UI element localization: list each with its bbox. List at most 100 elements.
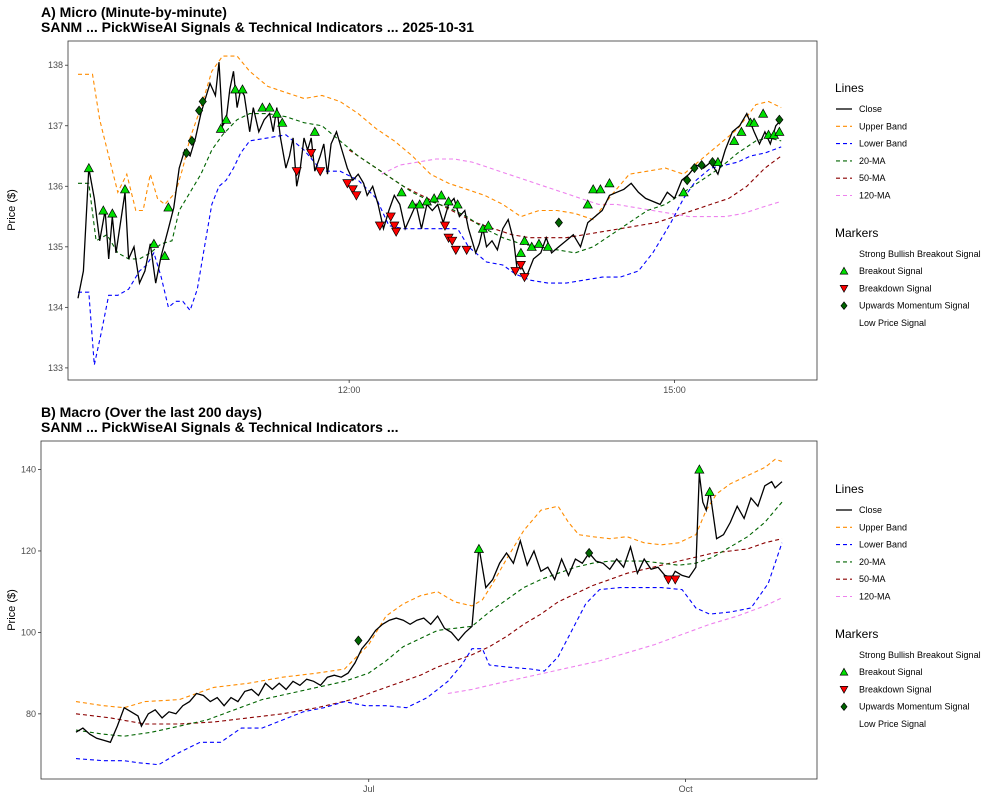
- macro-series-ma50: [75, 538, 783, 725]
- micro-markers: [83, 84, 785, 283]
- micro-breakdown-marker: [342, 179, 353, 189]
- micro-series-close: [77, 62, 782, 299]
- micro-momentum-marker: [195, 105, 204, 116]
- macro-legend-marker-breakout: [839, 667, 849, 676]
- micro-legend: Lines Close Upper Band Lower Band 20-MA 50-MA…: [835, 81, 981, 328]
- micro-breakdown-marker: [315, 167, 326, 177]
- micro-momentum-marker: [697, 160, 706, 171]
- micro-breakout-marker: [533, 238, 545, 248]
- macro-y-tick-label: 120: [21, 546, 36, 556]
- micro-legend-marker-item: Breakout Signal: [859, 266, 923, 276]
- micro-breakout-marker: [429, 193, 440, 203]
- micro-breakout-marker: [526, 241, 537, 251]
- micro-breakout-marker: [277, 117, 288, 127]
- macro-legend: Lines Close Upper Band Lower Band 20-MA 50-MA…: [835, 482, 981, 729]
- micro-y-tick-label: 134: [48, 302, 63, 312]
- macro-legend-item-close: Close: [859, 505, 882, 515]
- micro-legend-markers-title: Markers: [835, 226, 878, 240]
- macro-series-lower: [75, 542, 783, 766]
- macro-markers: [354, 464, 715, 646]
- micro-breakout-marker: [595, 184, 606, 194]
- micro-y-ticks: 133 134 135 136 137 138: [48, 60, 68, 373]
- micro-legend-item-ma50: 50-MA: [859, 173, 886, 183]
- micro-momentum-marker: [187, 135, 196, 146]
- micro-momentum-marker: [708, 157, 717, 168]
- micro-breakout-marker: [230, 84, 241, 94]
- micro-legend-marker-item: Low Price Signal: [859, 318, 926, 328]
- micro-legend-item-ma120: 120-MA: [859, 191, 891, 201]
- macro-legend-markers-title: Markers: [835, 627, 878, 641]
- macro-legend-marker-item: Breakout Signal: [859, 667, 923, 677]
- micro-breakout-marker: [774, 126, 785, 136]
- macro-lines: [75, 458, 783, 766]
- macro-x-ticks: Jul Oct: [363, 779, 693, 794]
- macro-breakout-marker: [473, 543, 485, 553]
- micro-momentum-marker: [198, 96, 207, 107]
- micro-legend-marker-item: Strong Bullish Breakout Signal: [859, 249, 981, 259]
- micro-y-tick-label: 136: [48, 181, 63, 191]
- micro-breakout-marker: [407, 199, 418, 209]
- micro-breakout-marker: [148, 238, 160, 248]
- macro-series-ma120: [447, 597, 783, 695]
- micro-subtitle: SANM ... PickWiseAI Signals & Technical …: [41, 19, 474, 35]
- micro-series-upper: [78, 55, 782, 221]
- macro-series-ma20: [75, 501, 783, 737]
- micro-series-lower: [78, 134, 782, 366]
- micro-y-tick-label: 135: [48, 242, 63, 252]
- micro-breakdown-marker: [515, 261, 526, 271]
- micro-breakdown-marker: [291, 167, 302, 177]
- micro-breakout-marker: [604, 178, 615, 188]
- macro-x-tick-label: Oct: [679, 784, 694, 794]
- micro-breakdown-marker: [347, 185, 358, 195]
- micro-panel: A) Micro (Minute-by-minute) SANM ... Pic…: [6, 4, 981, 395]
- micro-breakout-marker: [98, 205, 109, 215]
- micro-legend-marker-breakdown: [839, 285, 849, 293]
- micro-y-tick-label: 138: [48, 60, 63, 70]
- micro-legend-marker-item: Upwards Momentum Signal: [859, 301, 970, 311]
- macro-y-tick-label: 100: [21, 627, 36, 637]
- micro-legend-item-ma20: 20-MA: [859, 156, 886, 166]
- macro-legend-item-lower: Lower Band: [859, 540, 907, 550]
- micro-legend-marker-item: Breakdown Signal: [859, 283, 932, 293]
- macro-subtitle: SANM ... PickWiseAI Signals & Technical …: [41, 419, 399, 435]
- macro-momentum-marker: [354, 635, 363, 646]
- micro-breakdown-marker: [519, 273, 530, 283]
- micro-breakout-marker: [264, 102, 275, 112]
- macro-y-tick-label: 80: [26, 709, 36, 719]
- micro-breakout-marker: [421, 196, 432, 206]
- micro-breakout-marker: [107, 208, 118, 218]
- macro-breakout-marker: [704, 486, 715, 496]
- micro-breakout-marker: [483, 220, 494, 230]
- micro-breakout-marker: [271, 108, 282, 118]
- macro-legend-item-upper: Upper Band: [859, 522, 907, 532]
- macro-legend-marker-item: Low Price Signal: [859, 719, 926, 729]
- micro-breakout-marker: [396, 187, 407, 197]
- micro-legend-lines-title: Lines: [835, 81, 864, 95]
- macro-legend-marker-item: Breakdown Signal: [859, 684, 932, 694]
- macro-y-tick-label: 140: [21, 465, 36, 475]
- micro-breakout-marker: [159, 250, 170, 260]
- macro-legend-item-ma20: 20-MA: [859, 557, 886, 567]
- micro-breakout-marker: [729, 135, 740, 145]
- macro-legend-marker-momentum: [840, 702, 848, 712]
- macro-series-upper: [75, 458, 783, 709]
- macro-breakdown-marker: [663, 575, 674, 585]
- micro-momentum-marker: [554, 217, 563, 228]
- micro-breakout-marker: [452, 199, 463, 209]
- micro-series-ma50: [348, 149, 782, 239]
- macro-y-ticks: 80 100 120 140: [21, 465, 41, 719]
- micro-momentum-marker: [683, 175, 692, 186]
- macro-momentum-marker: [585, 547, 594, 559]
- micro-breakout-marker: [414, 199, 425, 209]
- macro-legend-marker-item: Strong Bullish Breakout Signal: [859, 650, 981, 660]
- micro-breakout-marker: [736, 126, 747, 136]
- micro-breakout-marker: [163, 202, 174, 212]
- macro-legend-item-ma120: 120-MA: [859, 592, 891, 602]
- micro-breakdown-marker: [510, 267, 521, 277]
- micro-breakout-marker: [758, 108, 769, 118]
- micro-legend-marker-momentum: [840, 301, 848, 311]
- micro-legend-item-lower: Lower Band: [859, 139, 907, 149]
- micro-y-tick-label: 137: [48, 121, 63, 131]
